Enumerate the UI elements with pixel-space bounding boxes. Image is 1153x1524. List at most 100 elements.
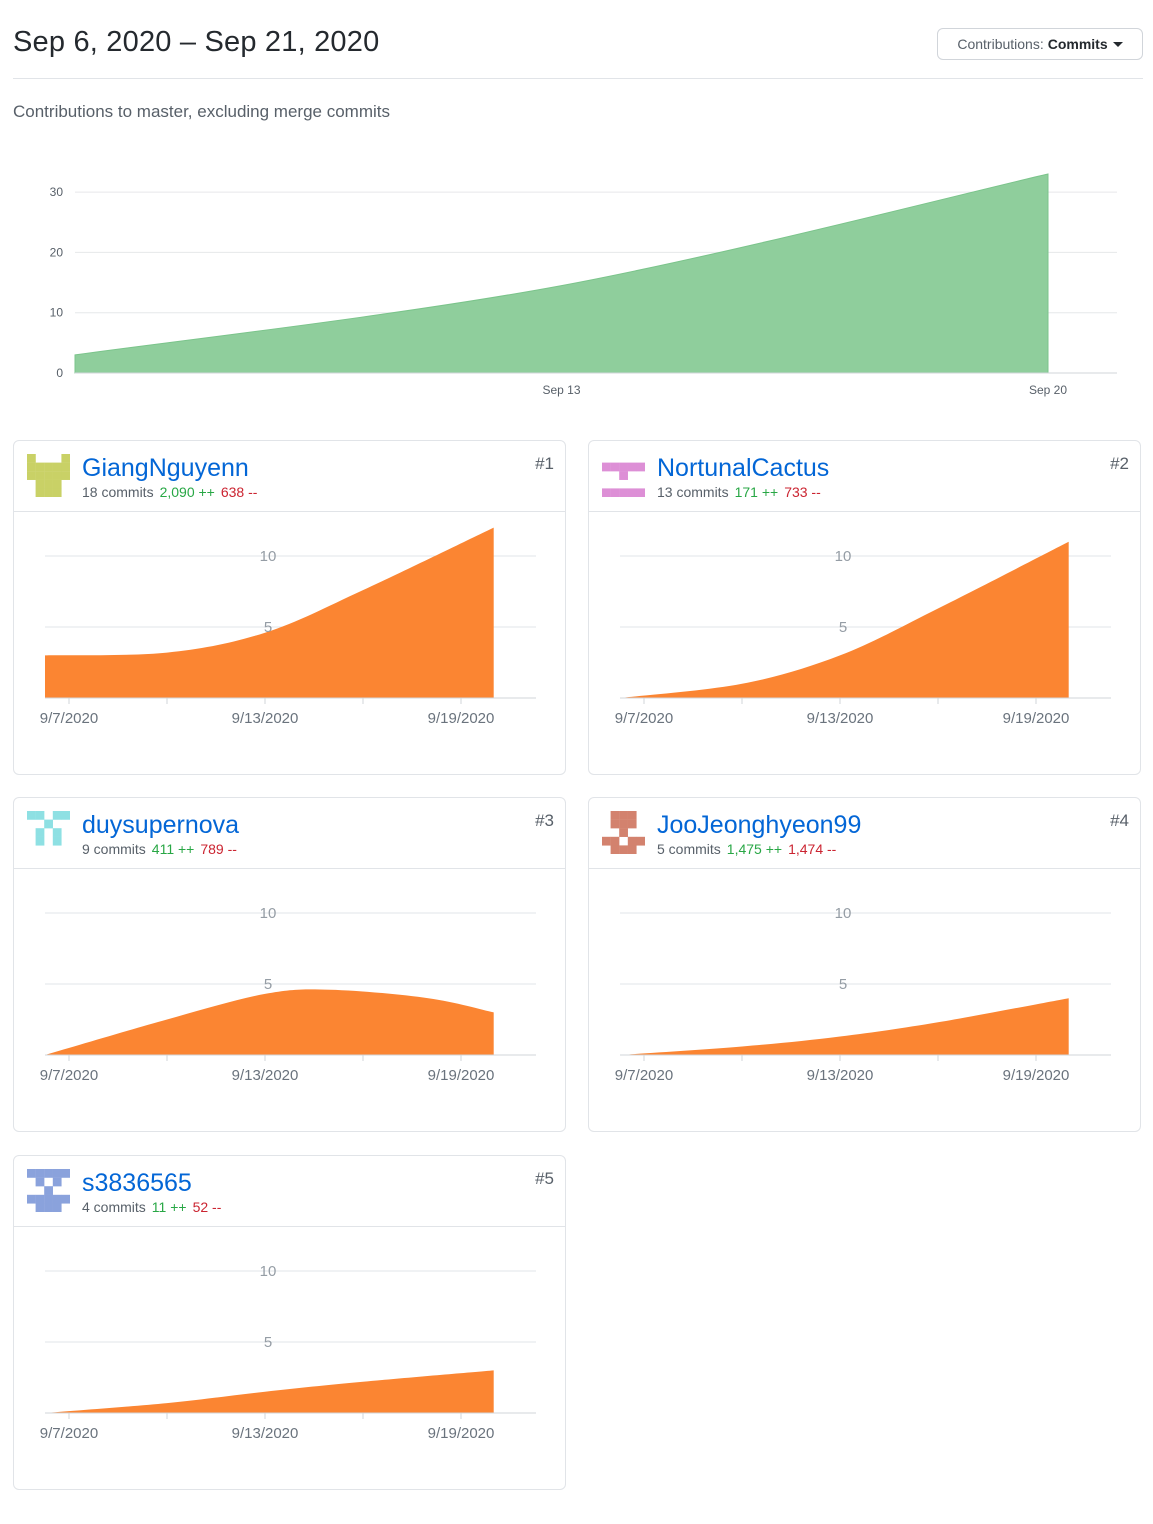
y-tick-label: 5 <box>264 976 272 993</box>
contributor-username-link[interactable]: JooJeonghyeon99 <box>657 811 862 839</box>
commit-count: 5 commits <box>657 841 721 857</box>
x-tick-label: 9/13/2020 <box>232 1425 299 1442</box>
additions-count: 1,475 ++ <box>726 841 783 857</box>
y-tick-label: 10 <box>835 905 852 922</box>
y-tick-label: 10 <box>835 548 852 565</box>
contributor-card: s3836565 4 commits 11 ++ 52 -- #5 5 10 9/7/2020… <box>13 1155 566 1490</box>
deletions-count: 638 -- <box>220 484 258 500</box>
contributor-commits-chart: 5 10 9/7/2020 9/13/2020 9/19/2020 <box>615 541 1111 727</box>
caret-down-icon <box>1112 42 1123 47</box>
additions-count: 2,090 ++ <box>159 484 215 500</box>
contributor-card: JooJeonghyeon99 5 commits 1,475 ++ 1,474 --… <box>588 797 1141 1132</box>
y-tick-label: 0 <box>56 366 63 380</box>
x-tick-label: 9/7/2020 <box>615 710 673 727</box>
avatar-icon <box>602 462 646 498</box>
main-contributions-chart: 0 10 20 30 Sep 13 Sep 20 <box>50 173 1117 397</box>
x-tick-label: 9/19/2020 <box>1003 1067 1070 1084</box>
x-tick-label: 9/19/2020 <box>428 1067 495 1084</box>
contributor-stats: 18 commits 2,090 ++ 638 -- <box>82 484 257 500</box>
commits-area <box>45 1370 494 1413</box>
contributor-username-link[interactable]: duysupernova <box>82 811 240 839</box>
commit-count: 9 commits <box>82 841 146 857</box>
commits-area <box>45 989 494 1055</box>
contributor-stats: 4 commits 11 ++ 52 -- <box>82 1199 221 1215</box>
page-header: Sep 6, 2020 – Sep 21, 2020 Contributions… <box>13 0 1143 79</box>
contributions-value: Commits <box>1047 36 1108 52</box>
x-tick-label: 9/7/2020 <box>40 1067 98 1084</box>
x-tick-label: 9/13/2020 <box>232 1067 299 1084</box>
x-tick-label: 9/7/2020 <box>40 1425 98 1442</box>
contributor-stats: 9 commits 411 ++ 789 -- <box>82 841 237 857</box>
contributor-avatar[interactable] <box>27 811 71 854</box>
y-tick-label: 5 <box>264 1334 272 1351</box>
x-tick-label: 9/13/2020 <box>232 710 299 727</box>
additions-count: 171 ++ <box>734 484 779 500</box>
x-tick-label: Sep 13 <box>542 383 580 397</box>
contributor-header: JooJeonghyeon99 5 commits 1,475 ++ 1,474 --… <box>589 798 1140 869</box>
contributor-rank: #5 <box>535 1169 554 1188</box>
deletions-count: 1,474 -- <box>788 841 837 857</box>
commit-count: 18 commits <box>82 484 154 500</box>
contributor-avatar[interactable] <box>602 454 646 498</box>
contributor-commits-chart: 5 10 9/7/2020 9/13/2020 9/19/2020 <box>40 527 536 727</box>
contributor-rank: #4 <box>1110 811 1129 830</box>
contributor-username-link[interactable]: s3836565 <box>82 1169 192 1197</box>
avatar-icon <box>27 1169 71 1213</box>
additions-count: 11 ++ <box>151 1199 187 1215</box>
x-tick-label: 9/13/2020 <box>807 1067 874 1084</box>
contributor-avatar[interactable] <box>27 1169 71 1213</box>
x-tick-label: 9/19/2020 <box>428 1425 495 1442</box>
y-tick-label: 10 <box>260 1263 277 1280</box>
avatar-icon <box>27 811 71 846</box>
commits-area <box>45 527 494 698</box>
x-tick-label: 9/19/2020 <box>428 710 495 727</box>
avatar-icon <box>602 811 646 855</box>
commit-count: 13 commits <box>657 484 729 500</box>
y-tick-label: 20 <box>50 245 64 259</box>
commits-area <box>620 541 1069 698</box>
deletions-count: 789 -- <box>200 841 237 857</box>
y-tick-label: 5 <box>264 619 272 636</box>
y-tick-label: 10 <box>260 548 277 565</box>
contributor-header: s3836565 4 commits 11 ++ 52 -- #5 <box>14 1156 565 1227</box>
deletions-count: 52 -- <box>192 1199 222 1215</box>
contributor-header: GiangNguyenn 18 commits 2,090 ++ 638 -- #1 <box>14 441 565 512</box>
commits-area <box>74 173 1049 374</box>
x-tick-label: 9/7/2020 <box>615 1067 673 1084</box>
contributor-avatar[interactable] <box>27 454 71 498</box>
date-range-title: Sep 6, 2020 – Sep 21, 2020 <box>13 26 380 58</box>
contributor-card: NortunalCactus 13 commits 171 ++ 733 -- #2 5 1… <box>588 440 1141 775</box>
deletions-count: 733 -- <box>784 484 821 500</box>
contributor-avatar[interactable] <box>602 811 646 855</box>
contributions-subtitle: Contributions to master, excluding merge… <box>13 102 390 121</box>
contributor-commits-chart: 5 10 9/7/2020 9/13/2020 9/19/2020 <box>40 905 536 1084</box>
y-tick-label: 10 <box>50 306 64 320</box>
additions-count: 411 ++ <box>151 841 195 857</box>
y-tick-label: 10 <box>260 905 277 922</box>
x-tick-label: Sep 20 <box>1029 383 1067 397</box>
contributor-card: GiangNguyenn 18 commits 2,090 ++ 638 -- #1 5 1… <box>13 440 566 775</box>
y-tick-label: 5 <box>839 976 847 993</box>
contributor-header: NortunalCactus 13 commits 171 ++ 733 -- #2 <box>589 441 1140 512</box>
y-tick-label: 30 <box>50 185 64 199</box>
contributor-stats: 13 commits 171 ++ 733 -- <box>657 484 821 500</box>
contributions-type-dropdown[interactable]: Contributions: Commits <box>937 28 1143 60</box>
contributor-username-link[interactable]: NortunalCactus <box>657 454 830 482</box>
contributor-commits-chart: 5 10 9/7/2020 9/13/2020 9/19/2020 <box>615 905 1111 1084</box>
contributor-rank: #3 <box>535 811 554 830</box>
contributor-header: duysupernova 9 commits 411 ++ 789 -- #3 <box>14 798 565 869</box>
y-tick-label: 5 <box>839 619 847 636</box>
x-tick-label: 9/13/2020 <box>807 710 874 727</box>
contributor-rank: #1 <box>535 454 554 473</box>
x-tick-label: 9/7/2020 <box>40 710 98 727</box>
commits-area <box>620 998 1069 1055</box>
commit-count: 4 commits <box>82 1199 146 1215</box>
contributor-stats: 5 commits 1,475 ++ 1,474 -- <box>657 841 836 857</box>
contributor-rank: #2 <box>1110 454 1129 473</box>
x-tick-label: 9/19/2020 <box>1003 710 1070 727</box>
contributor-commits-chart: 5 10 9/7/2020 9/13/2020 9/19/2020 <box>40 1263 536 1442</box>
contributor-username-link[interactable]: GiangNguyenn <box>82 454 249 482</box>
contributions-label: Contributions: <box>957 36 1044 52</box>
avatar-icon <box>27 454 71 498</box>
contributor-card: duysupernova 9 commits 411 ++ 789 -- #3 5 10 9/… <box>13 797 566 1132</box>
